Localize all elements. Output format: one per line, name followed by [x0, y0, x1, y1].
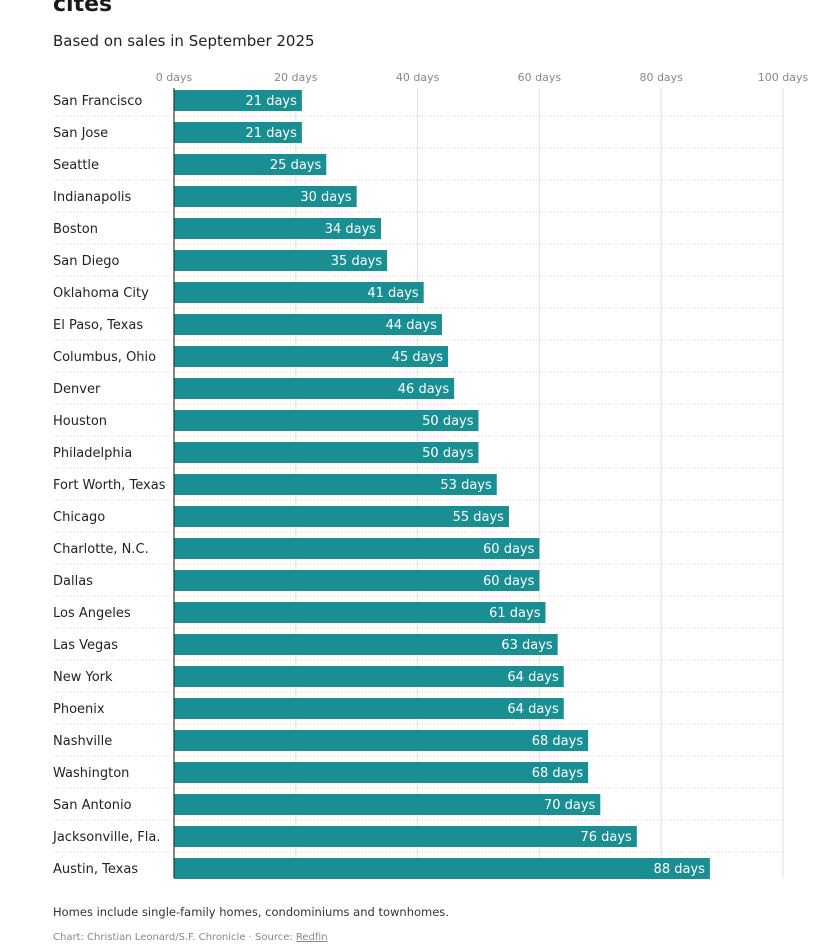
bar — [174, 506, 509, 527]
category-label: Phoenix — [53, 702, 105, 717]
bar-value-label: 64 days — [507, 702, 559, 717]
bar — [174, 122, 302, 143]
source-link[interactable]: Redfin — [295, 932, 328, 943]
bar-value-label: 61 days — [489, 606, 541, 621]
bar — [174, 346, 449, 367]
category-label: Philadelphia — [53, 446, 132, 461]
category-label: Las Vegas — [53, 638, 118, 653]
category-label: New York — [53, 670, 113, 685]
bar — [174, 858, 710, 879]
bar — [174, 602, 546, 623]
category-label: Chicago — [53, 510, 105, 525]
bar — [174, 730, 589, 751]
bar — [174, 186, 357, 207]
bar-value-label: 68 days — [532, 766, 584, 781]
bar — [174, 570, 540, 591]
category-label: San Francisco — [53, 94, 142, 109]
category-label: Boston — [53, 222, 98, 237]
bar-value-label: 50 days — [422, 414, 474, 429]
bar — [174, 538, 540, 559]
bar-value-label: 53 days — [440, 478, 492, 493]
chart-credit: Chart: Christian Leonard/S.F. Chronicle … — [53, 932, 328, 943]
category-label: Fort Worth, Texas — [53, 478, 166, 493]
x-tick-label: 20 days — [274, 71, 318, 84]
category-label: Houston — [53, 414, 107, 429]
x-tick-label: 40 days — [396, 71, 440, 84]
bar-value-label: 64 days — [507, 670, 559, 685]
bar-value-label: 88 days — [654, 862, 706, 877]
bar-value-label: 55 days — [453, 510, 505, 525]
bar — [174, 474, 497, 495]
category-label: Los Angeles — [53, 606, 131, 621]
credit-text: Chart: Christian Leonard/S.F. Chronicle … — [53, 932, 296, 943]
bar — [174, 314, 442, 335]
bar — [174, 666, 564, 687]
bar — [174, 90, 302, 111]
bar-value-label: 68 days — [532, 734, 584, 749]
x-tick-label: 0 days — [156, 71, 193, 84]
category-label: Columbus, Ohio — [53, 350, 156, 365]
bar — [174, 634, 558, 655]
category-label: Nashville — [53, 734, 112, 749]
bar-value-label: 41 days — [367, 286, 419, 301]
bar — [174, 154, 327, 175]
bar-value-label: 30 days — [300, 190, 352, 205]
bar — [174, 410, 479, 431]
bar — [174, 282, 424, 303]
bar-value-label: 60 days — [483, 542, 535, 557]
bar-value-label: 35 days — [331, 254, 383, 269]
bar-value-label: 21 days — [246, 126, 298, 141]
category-label: Austin, Texas — [53, 862, 138, 877]
category-label: Dallas — [53, 574, 93, 589]
bar-value-label: 60 days — [483, 574, 535, 589]
bar — [174, 442, 479, 463]
category-label: San Antonio — [53, 798, 132, 813]
x-tick-label: 80 days — [639, 71, 683, 84]
bar — [174, 826, 637, 847]
bar — [174, 762, 589, 783]
bar-value-label: 50 days — [422, 446, 474, 461]
category-label: Seattle — [53, 158, 99, 173]
bar-value-label: 44 days — [386, 318, 438, 333]
category-label: Oklahoma City — [53, 286, 149, 301]
bar — [174, 698, 564, 719]
bar-value-label: 45 days — [392, 350, 444, 365]
bar-value-label: 25 days — [270, 158, 322, 173]
category-label: San Diego — [53, 254, 119, 269]
category-label: Denver — [53, 382, 101, 397]
bar-value-label: 76 days — [580, 830, 632, 845]
bar — [174, 218, 382, 239]
bar-value-label: 63 days — [501, 638, 553, 653]
chart-note: Homes include single-family homes, condo… — [53, 905, 449, 919]
category-label: Indianapolis — [53, 190, 132, 205]
bar — [174, 794, 601, 815]
bar-value-label: 21 days — [246, 94, 298, 109]
chart-title: cites — [53, 0, 113, 17]
bar-chart: 0 days 20 days 40 days 60 days 80 days 100 da… — [52, 71, 809, 879]
bar-value-label: 70 days — [544, 798, 596, 813]
chart-subtitle: Based on sales in September 2025 — [53, 32, 315, 50]
category-label: San Jose — [53, 126, 108, 141]
bar — [174, 378, 455, 399]
category-label: El Paso, Texas — [53, 318, 143, 333]
bar — [174, 250, 388, 271]
bar-value-label: 34 days — [325, 222, 377, 237]
bar-value-label: 46 days — [398, 382, 450, 397]
category-label: Charlotte, N.C. — [53, 542, 149, 557]
category-label: Washington — [53, 766, 129, 781]
x-tick-label: 60 days — [518, 71, 562, 84]
category-label: Jacksonville, Fla. — [52, 830, 160, 845]
x-tick-label: 100 days — [758, 71, 809, 84]
